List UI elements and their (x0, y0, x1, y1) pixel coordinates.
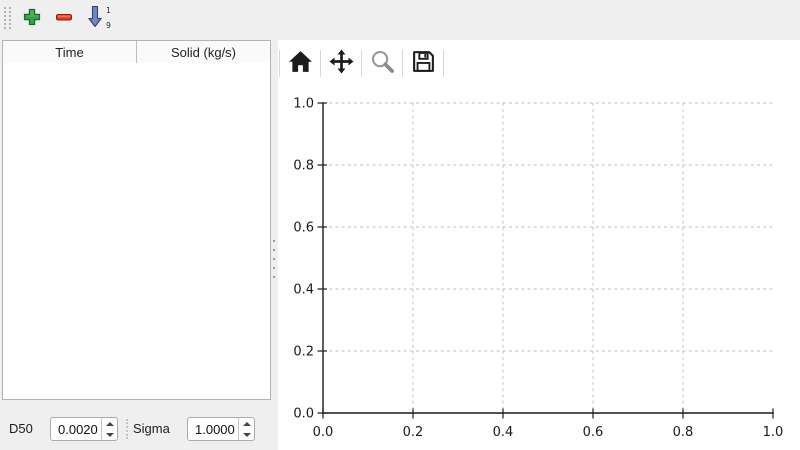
plot-toolbar (278, 48, 445, 78)
sigma-label: Sigma (133, 421, 170, 436)
sort-range-digits: 1 9 (106, 6, 111, 30)
splitter-grip-dots (273, 240, 275, 278)
d50-spinbox[interactable] (50, 417, 118, 441)
plot-pan-button[interactable] (322, 48, 360, 78)
plot-canvas[interactable]: 1.0 0.8 0.6 0.4 0.2 0.0 0.0 0.2 0.4 0.6 … (278, 40, 800, 450)
save-icon (411, 49, 436, 77)
x-tick-label: 0.4 (493, 425, 514, 440)
y-tick-label: 1.0 (293, 97, 314, 112)
d50-spin-down-button[interactable] (102, 429, 117, 440)
spin-down-icon (105, 432, 114, 437)
zoom-icon (370, 49, 395, 77)
add-row-button[interactable] (18, 4, 46, 32)
d50-spin-buttons (101, 418, 117, 440)
toolbar-separator (361, 49, 362, 77)
timeseries-table: Time Solid (kg/s) (2, 40, 271, 400)
d50-input[interactable] (51, 418, 101, 440)
axes-spines (322, 102, 774, 414)
params-separator (126, 419, 128, 439)
y-tick-label: 0.8 (293, 159, 314, 174)
sigma-spin-down-button[interactable] (239, 429, 254, 440)
toolbar-grip-handle[interactable] (4, 7, 11, 29)
parameters-bar: D50 Sigma (0, 414, 276, 444)
x-tick-label: 0.2 (403, 425, 424, 440)
spin-up-icon (242, 421, 251, 426)
gridlines (323, 102, 773, 413)
toolbar-separator (443, 49, 444, 77)
spin-down-icon (242, 432, 251, 437)
x-tick-label: 1.0 (763, 425, 784, 440)
plot-panel: 1.0 0.8 0.6 0.4 0.2 0.0 0.0 0.2 0.4 0.6 … (278, 40, 800, 450)
pan-icon (329, 49, 354, 77)
toolbar-separator (402, 49, 403, 77)
table-body[interactable] (3, 63, 270, 399)
plot-home-button[interactable] (281, 48, 319, 78)
main-toolbar: 1 9 (0, 0, 276, 36)
minus-icon (54, 7, 74, 30)
x-tick-label: 0.8 (673, 425, 694, 440)
sigma-input[interactable] (188, 418, 238, 440)
sort-rows-button[interactable]: 1 9 (82, 4, 116, 32)
spin-up-icon (105, 421, 114, 426)
table-header: Time Solid (kg/s) (3, 41, 270, 64)
column-header-time[interactable]: Time (3, 41, 137, 63)
sort-numeric-down-icon (87, 5, 105, 32)
plot-save-button[interactable] (404, 48, 442, 78)
d50-label: D50 (9, 421, 33, 436)
panel-splitter[interactable] (271, 40, 278, 450)
column-header-solid[interactable]: Solid (kg/s) (170, 44, 237, 60)
y-tick-label: 0.0 (293, 407, 314, 422)
x-tick-label: 0.0 (313, 425, 334, 440)
plus-icon (22, 7, 42, 30)
y-tick-label: 0.4 (293, 283, 314, 298)
sigma-spinbox[interactable] (187, 417, 255, 441)
plot-zoom-button[interactable] (363, 48, 401, 78)
y-tick-label: 0.6 (293, 221, 314, 236)
axis-ticks (317, 102, 774, 419)
sigma-spin-up-button[interactable] (239, 418, 254, 429)
sort-digit-bottom: 9 (106, 21, 111, 30)
home-icon (288, 49, 313, 77)
sort-digit-top: 1 (106, 6, 111, 15)
sigma-spin-buttons (238, 418, 254, 440)
d50-spin-up-button[interactable] (102, 418, 117, 429)
y-tick-label: 0.2 (293, 345, 314, 360)
toolbar-separator (320, 49, 321, 77)
toolbar-separator (279, 49, 280, 77)
x-tick-label: 0.6 (583, 425, 604, 440)
remove-row-button[interactable] (50, 4, 78, 32)
